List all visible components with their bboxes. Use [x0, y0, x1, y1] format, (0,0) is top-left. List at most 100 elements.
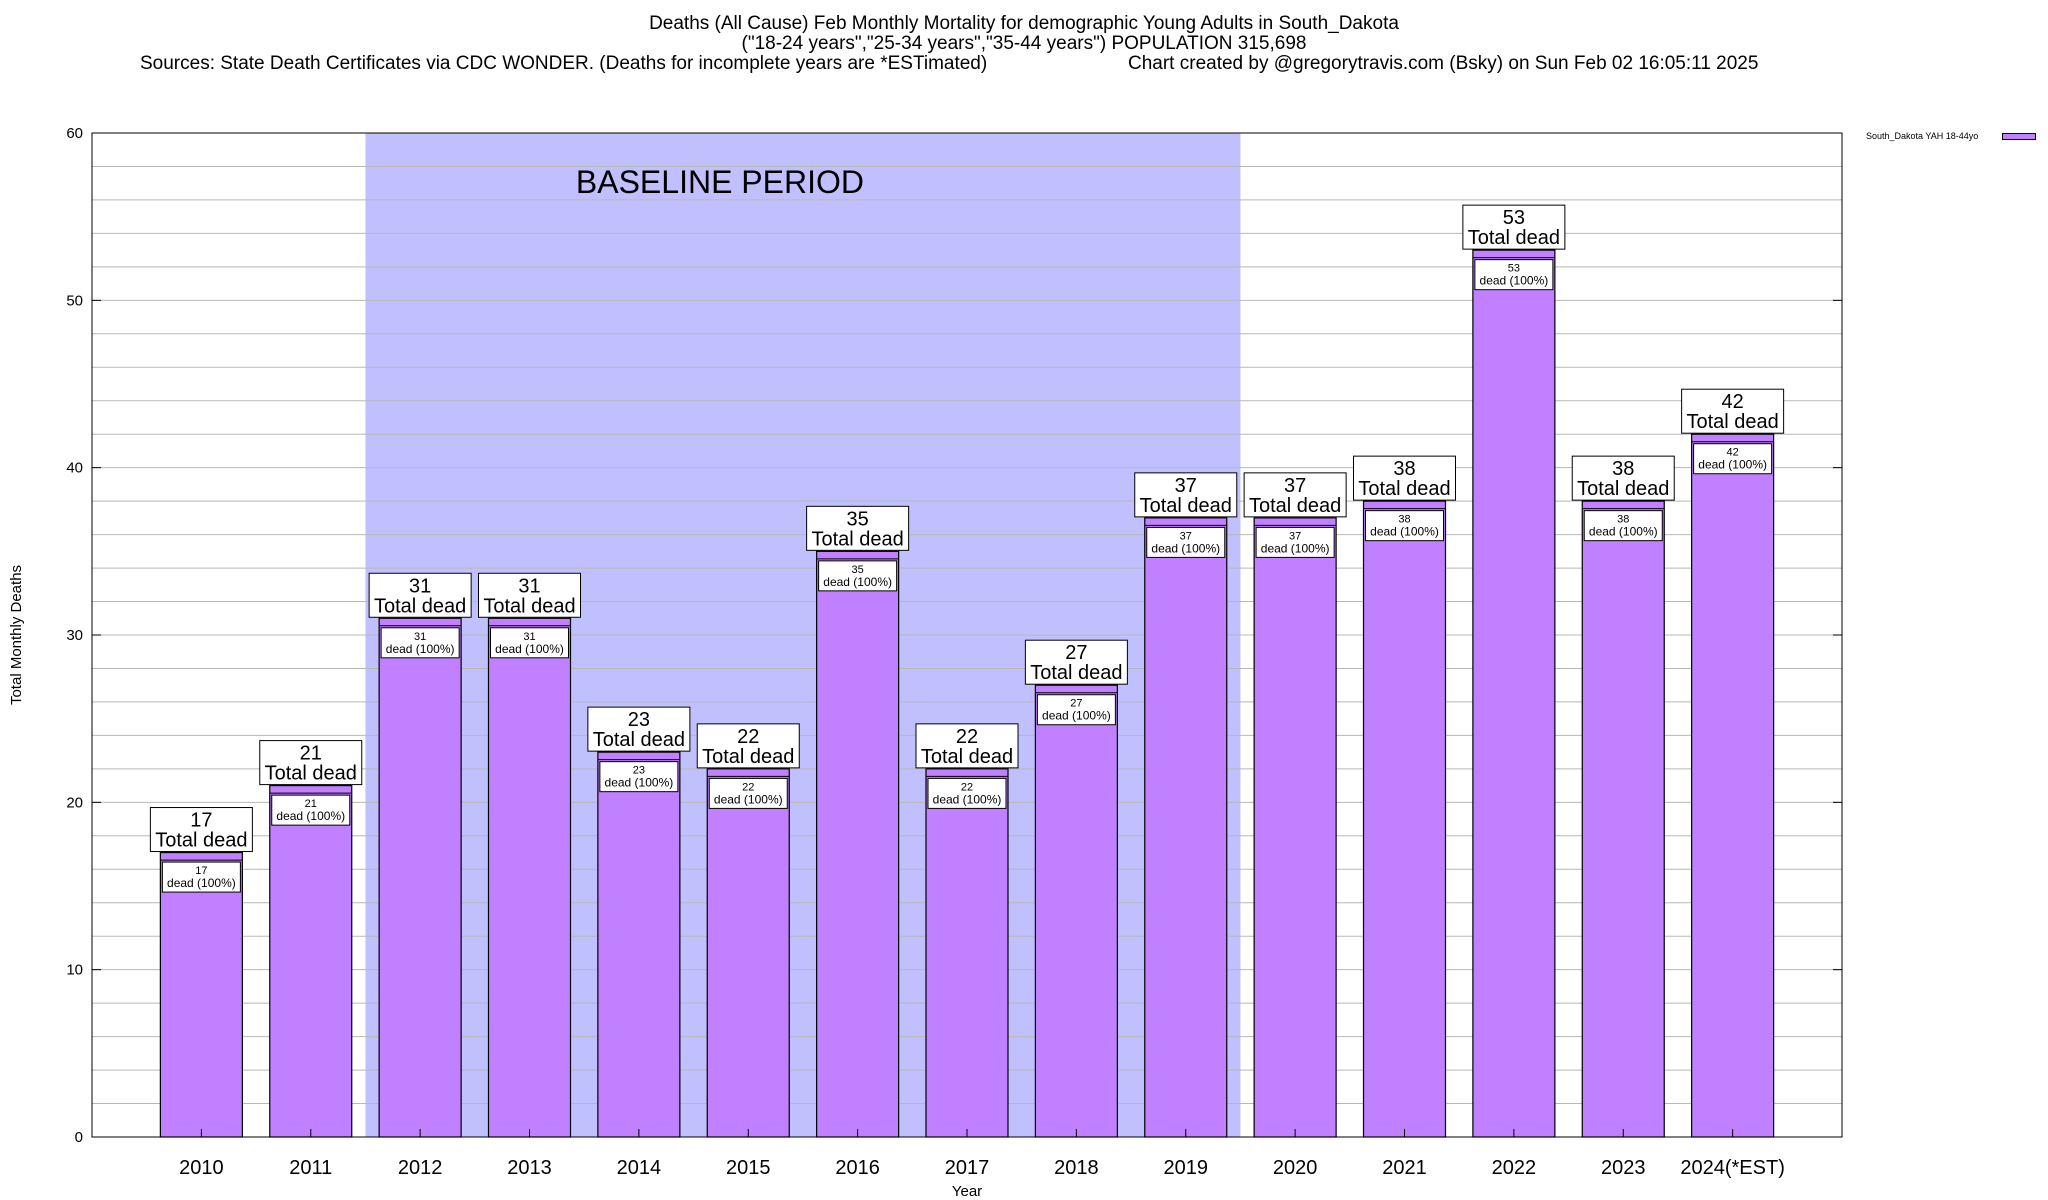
- top-total-label: Total dead: [265, 763, 357, 785]
- inner-label-box: [271, 794, 351, 826]
- inner-value-label: 22: [742, 781, 754, 793]
- inner-percent-label: dead (100%): [605, 776, 674, 790]
- inner-percent-label: dead (100%): [167, 876, 236, 890]
- inner-percent-label: dead (100%): [823, 575, 892, 589]
- top-value-label: 31: [518, 575, 540, 597]
- inner-value-label: 21: [305, 798, 317, 810]
- bar: [1581, 500, 1665, 1138]
- inner-percent-label: dead (100%): [1370, 525, 1439, 539]
- bar: [816, 550, 900, 1138]
- bar: [159, 851, 243, 1138]
- inner-label-box: [1255, 526, 1335, 558]
- top-label-box: [1462, 204, 1566, 250]
- inner-percent-label: dead (100%): [1589, 525, 1658, 539]
- top-total-label: Total dead: [374, 595, 466, 617]
- inner-value-label: 31: [523, 631, 535, 643]
- top-total-label: Total dead: [593, 729, 685, 751]
- inner-percent-label: dead (100%): [1480, 274, 1549, 288]
- top-label-box: [149, 807, 253, 853]
- top-label-box: [587, 706, 691, 752]
- inner-percent-label: dead (100%): [714, 792, 783, 806]
- top-total-label: Total dead: [1030, 662, 1122, 684]
- inner-label-box: [1474, 259, 1554, 291]
- inner-label-box: [380, 627, 460, 659]
- inner-value-label: 37: [1289, 530, 1301, 542]
- top-value-label: 22: [737, 726, 759, 748]
- inner-value-label: 37: [1180, 530, 1192, 542]
- top-total-label: Total dead: [702, 746, 794, 768]
- inner-value-label: 35: [852, 564, 864, 576]
- bar: [1253, 517, 1337, 1138]
- x-tick-label: 2017: [945, 1157, 990, 1179]
- bar: [1034, 684, 1118, 1138]
- legend-swatch: [2002, 133, 2036, 140]
- chart-sources: Sources: State Death Certificates via CD…: [140, 53, 988, 74]
- inner-percent-label: dead (100%): [276, 809, 345, 823]
- x-tick-label: 2021: [1382, 1157, 1427, 1179]
- bar: [597, 751, 681, 1138]
- y-tick-label: 30: [66, 627, 83, 644]
- bar: [1362, 500, 1447, 1138]
- x-tick-label: 2013: [507, 1157, 552, 1179]
- chart-subtitle: ("18-24 years","25-34 years","35-44 year…: [741, 33, 1307, 54]
- x-axis-label: Year: [952, 1183, 982, 1200]
- top-label-box: [1134, 472, 1238, 518]
- x-tick-label: 2011: [289, 1157, 332, 1179]
- bar: [925, 768, 1009, 1138]
- y-tick-label: 0: [75, 1129, 83, 1146]
- top-total-label: Total dead: [483, 595, 575, 617]
- inner-value-label: 31: [414, 631, 426, 643]
- top-label-box: [259, 740, 363, 786]
- y-axis-label: Total Monthly Deaths: [8, 565, 25, 705]
- x-tick-label: 2020: [1273, 1157, 1318, 1179]
- top-value-label: 23: [628, 709, 650, 731]
- top-total-label: Total dead: [1358, 478, 1450, 500]
- y-tick-label: 20: [66, 794, 83, 811]
- top-total-label: Total dead: [1686, 411, 1778, 433]
- x-tick-label: 2022: [1492, 1157, 1537, 1179]
- top-label-box: [1681, 388, 1785, 434]
- x-tick-label: 2015: [726, 1157, 771, 1179]
- top-value-label: 38: [1612, 458, 1634, 480]
- top-value-label: 37: [1175, 475, 1197, 497]
- top-value-label: 31: [409, 575, 431, 597]
- bar: [1691, 433, 1775, 1138]
- top-total-label: Total dead: [1468, 227, 1560, 249]
- x-tick-label: 2018: [1054, 1157, 1099, 1179]
- inner-value-label: 22: [961, 781, 973, 793]
- chart-credit: Chart created by @gregorytravis.com (Bsk…: [1128, 53, 1759, 74]
- bar: [1472, 249, 1556, 1138]
- legend-entry: South_Dakota YAH 18-44yo: [1866, 131, 1979, 141]
- x-tick-label: 2023: [1601, 1157, 1646, 1179]
- top-label-box: [696, 723, 800, 769]
- top-total-label: Total dead: [1140, 495, 1232, 517]
- inner-percent-label: dead (100%): [1698, 458, 1767, 472]
- top-label-box: [1571, 455, 1675, 501]
- x-tick-label: 2012: [398, 1157, 443, 1179]
- inner-label-box: [1036, 694, 1116, 726]
- bar: [269, 784, 353, 1138]
- inner-percent-label: dead (100%): [1261, 541, 1330, 555]
- top-label-box: [478, 572, 581, 618]
- inner-label-box: [490, 627, 569, 659]
- y-axis: 0 10 20 30 40 50 60: [66, 125, 1842, 1146]
- inner-label-box: [1583, 510, 1663, 542]
- top-value-label: 22: [956, 726, 978, 748]
- top-total-label: Total dead: [921, 746, 1013, 768]
- top-value-label: 17: [190, 810, 212, 832]
- top-value-label: 35: [847, 508, 869, 530]
- top-label-box: [1024, 639, 1128, 685]
- bar: [706, 768, 790, 1138]
- inner-percent-label: dead (100%): [495, 642, 564, 656]
- top-value-label: 27: [1065, 642, 1087, 664]
- inner-label-box: [599, 761, 679, 793]
- inner-label-box: [1693, 443, 1773, 475]
